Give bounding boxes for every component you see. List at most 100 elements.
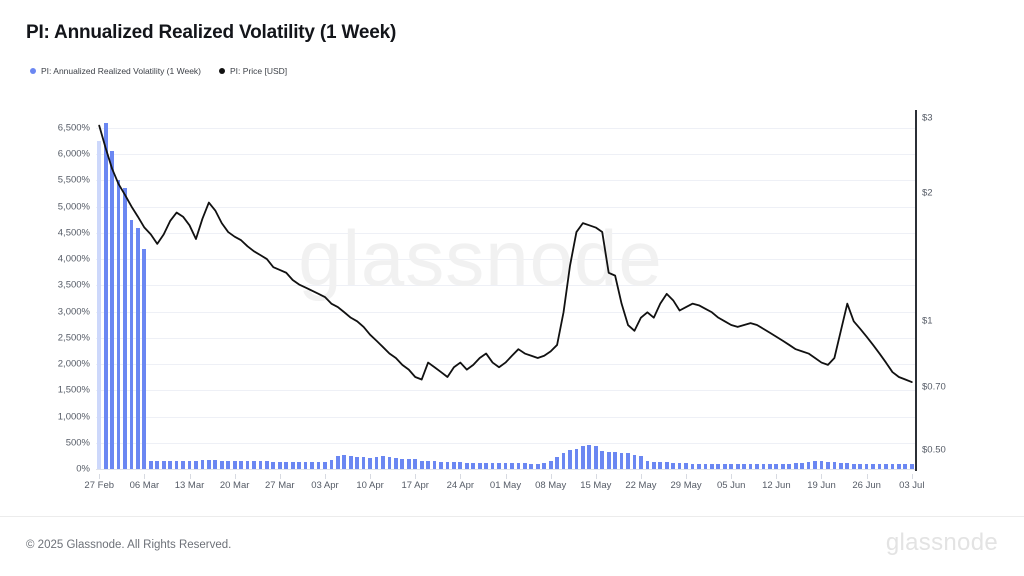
volatility-bar[interactable] [290, 461, 295, 469]
volatility-bar[interactable] [561, 453, 566, 469]
volatility-bar[interactable] [768, 463, 772, 469]
volatility-bar[interactable] [303, 462, 308, 469]
volatility-bar[interactable] [516, 463, 521, 469]
volatility-bar[interactable] [368, 457, 372, 469]
volatility-bar[interactable] [148, 461, 153, 469]
volatility-bar[interactable] [271, 461, 276, 469]
volatility-bar[interactable] [529, 463, 534, 469]
volatility-bar[interactable] [445, 461, 450, 469]
volatility-bar[interactable] [645, 461, 650, 469]
volatility-bar[interactable] [587, 445, 592, 469]
volatility-bar[interactable] [464, 462, 469, 469]
volatility-bar[interactable] [806, 461, 811, 469]
volatility-bar[interactable] [761, 463, 766, 469]
volatility-bar[interactable] [432, 461, 437, 469]
volatility-bar[interactable] [406, 458, 411, 469]
volatility-bar[interactable] [258, 461, 263, 469]
volatility-bar[interactable] [123, 188, 127, 469]
volatility-bar[interactable] [619, 452, 624, 469]
volatility-bar[interactable] [651, 461, 656, 469]
volatility-bar[interactable] [471, 462, 476, 469]
volatility-bar[interactable] [342, 455, 347, 469]
volatility-bar[interactable] [884, 464, 888, 469]
volatility-bar[interactable] [129, 219, 134, 469]
volatility-bar[interactable] [200, 460, 205, 469]
volatility-bar[interactable] [606, 451, 611, 469]
volatility-bar[interactable] [252, 461, 256, 469]
volatility-bar[interactable] [245, 461, 250, 469]
volatility-bar[interactable] [703, 463, 708, 469]
volatility-bar[interactable] [510, 463, 514, 469]
volatility-bar[interactable] [419, 460, 424, 469]
volatility-bar[interactable] [355, 456, 360, 469]
volatility-bar[interactable] [593, 446, 598, 469]
volatility-bar[interactable] [393, 457, 398, 469]
volatility-bar[interactable] [735, 463, 740, 469]
volatility-bar[interactable] [348, 455, 353, 469]
volatility-bar[interactable] [600, 451, 605, 469]
volatility-bar[interactable] [103, 122, 108, 469]
volatility-bar[interactable] [787, 463, 792, 469]
volatility-bar[interactable] [329, 459, 334, 469]
volatility-bar[interactable] [265, 461, 269, 469]
volatility-bar[interactable] [213, 460, 218, 469]
volatility-bar[interactable] [697, 463, 701, 469]
volatility-bar[interactable] [194, 460, 198, 469]
volatility-bar[interactable] [742, 463, 746, 469]
volatility-bar[interactable] [826, 461, 830, 469]
volatility-bar[interactable] [819, 461, 824, 469]
volatility-bar[interactable] [232, 461, 237, 469]
volatility-bar[interactable] [174, 461, 179, 469]
volatility-bar[interactable] [387, 457, 392, 469]
volatility-bar[interactable] [361, 457, 366, 469]
volatility-bar[interactable] [909, 464, 914, 469]
volatility-bar[interactable] [613, 452, 617, 469]
volatility-bar[interactable] [458, 462, 463, 469]
volatility-bar[interactable] [206, 460, 211, 469]
volatility-bar[interactable] [555, 457, 559, 469]
volatility-bar[interactable] [755, 463, 759, 469]
volatility-bar[interactable] [903, 464, 908, 469]
volatility-bar[interactable] [774, 463, 779, 469]
volatility-bar[interactable] [780, 463, 785, 469]
volatility-bar[interactable] [226, 460, 231, 469]
volatility-bar[interactable] [568, 450, 572, 469]
volatility-bar[interactable] [439, 461, 443, 469]
volatility-bar[interactable] [716, 463, 721, 469]
volatility-bar[interactable] [722, 463, 727, 469]
volatility-bar[interactable] [709, 463, 714, 469]
legend-item[interactable]: PI: Annualized Realized Volatility (1 We… [30, 66, 201, 76]
volatility-bar[interactable] [503, 463, 508, 469]
volatility-bar[interactable] [548, 461, 553, 469]
volatility-bar[interactable] [677, 462, 682, 469]
volatility-bar[interactable] [400, 458, 405, 469]
volatility-bar[interactable] [535, 463, 540, 469]
volatility-bar[interactable] [381, 456, 385, 469]
volatility-bar[interactable] [161, 461, 166, 469]
volatility-bar[interactable] [858, 463, 863, 469]
volatility-bar[interactable] [838, 462, 843, 469]
volatility-bar[interactable] [574, 449, 579, 469]
volatility-bar[interactable] [851, 463, 856, 469]
volatility-bar[interactable] [335, 456, 340, 469]
volatility-bar[interactable] [316, 461, 321, 469]
volatility-bar[interactable] [277, 461, 282, 469]
legend-item[interactable]: PI: Price [USD] [219, 66, 287, 76]
volatility-bar[interactable] [890, 464, 895, 469]
volatility-bar[interactable] [581, 445, 585, 469]
volatility-bar[interactable] [484, 462, 489, 469]
volatility-bar[interactable] [864, 463, 869, 469]
volatility-bar[interactable] [542, 463, 547, 469]
volatility-bar[interactable] [897, 464, 901, 469]
volatility-bar[interactable] [413, 459, 418, 469]
volatility-bar[interactable] [632, 454, 637, 469]
volatility-bar[interactable] [729, 463, 734, 469]
volatility-bar[interactable] [136, 227, 140, 469]
volatility-bar[interactable] [626, 453, 630, 469]
volatility-bar[interactable] [239, 461, 243, 469]
volatility-bar[interactable] [490, 463, 495, 469]
volatility-bar[interactable] [658, 462, 663, 469]
volatility-bar[interactable] [639, 456, 643, 469]
volatility-bar[interactable] [181, 461, 185, 469]
volatility-bar[interactable] [142, 248, 147, 469]
